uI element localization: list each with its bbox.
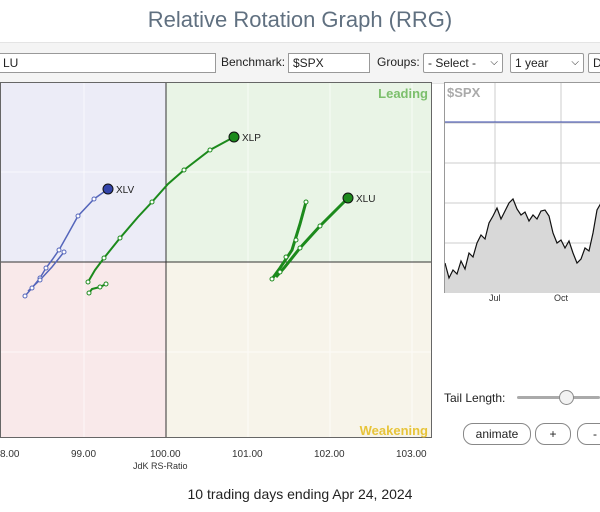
chevron-down-icon: ⌵ bbox=[490, 57, 498, 68]
x-axis-title: JdK RS-Ratio bbox=[133, 461, 188, 471]
xlv-label: XLV bbox=[116, 185, 134, 196]
xlu-head-marker[interactable] bbox=[342, 192, 354, 204]
benchmark-month-label: Jul bbox=[489, 293, 501, 303]
tail-length-label: Tail Length: bbox=[444, 391, 506, 405]
period-select-value: 1 year bbox=[515, 56, 549, 70]
weakening-label: Weakening bbox=[360, 423, 428, 438]
plus-button[interactable]: + bbox=[535, 423, 571, 445]
series-xlp: XLP bbox=[85, 131, 261, 296]
x-tick-label: 99.00 bbox=[71, 449, 97, 460]
x-tick-label: 100.00 bbox=[150, 449, 181, 460]
weakening-quadrant bbox=[166, 262, 431, 438]
benchmark-input[interactable]: $SPX bbox=[288, 53, 370, 73]
x-tick-label: 8.00 bbox=[0, 449, 20, 460]
lagging-quadrant bbox=[0, 262, 166, 438]
frequency-select[interactable]: D bbox=[588, 53, 600, 73]
symbols-input[interactable]: LU bbox=[0, 53, 216, 73]
xlp-head-marker[interactable] bbox=[228, 131, 240, 143]
rrg-chart: Leading Weakening XLV XLP bbox=[0, 82, 432, 438]
xlu-label: XLU bbox=[356, 194, 375, 205]
benchmark-chart: $SPX bbox=[444, 82, 600, 293]
groups-label: Groups: bbox=[377, 55, 420, 69]
benchmark-label: Benchmark: bbox=[221, 55, 286, 69]
xlv-head-marker[interactable] bbox=[102, 183, 114, 195]
frequency-select-value: D bbox=[593, 56, 600, 70]
benchmark-symbol: $SPX bbox=[447, 85, 481, 100]
period-select[interactable]: 1 year ⌵ bbox=[510, 53, 584, 73]
animate-button[interactable]: animate bbox=[463, 423, 531, 445]
benchmark-month-label: Oct bbox=[554, 293, 569, 303]
page-title: Relative Rotation Graph (RRG) bbox=[147, 7, 453, 32]
xlp-label: XLP bbox=[242, 133, 261, 144]
leading-label: Leading bbox=[378, 86, 428, 101]
x-tick-label: 101.00 bbox=[232, 449, 263, 460]
x-tick-label: 102.00 bbox=[314, 449, 345, 460]
groups-select-value: - Select - bbox=[428, 56, 477, 70]
date-range-caption: 10 trading days ending Apr 24, 2024 bbox=[187, 486, 413, 502]
toolbar: LU Benchmark: $SPX Groups: - Select - ⌵ … bbox=[0, 42, 600, 84]
series-xlu: XLU bbox=[269, 192, 375, 282]
chevron-down-icon: ⌵ bbox=[571, 57, 579, 68]
minus-button[interactable]: - bbox=[577, 423, 600, 445]
tail-length-slider[interactable] bbox=[517, 396, 600, 399]
x-tick-label: 103.00 bbox=[396, 449, 427, 460]
groups-select[interactable]: - Select - ⌵ bbox=[423, 53, 503, 73]
series-xlv: XLV bbox=[22, 183, 134, 299]
tail-length-slider-handle[interactable] bbox=[559, 390, 574, 405]
